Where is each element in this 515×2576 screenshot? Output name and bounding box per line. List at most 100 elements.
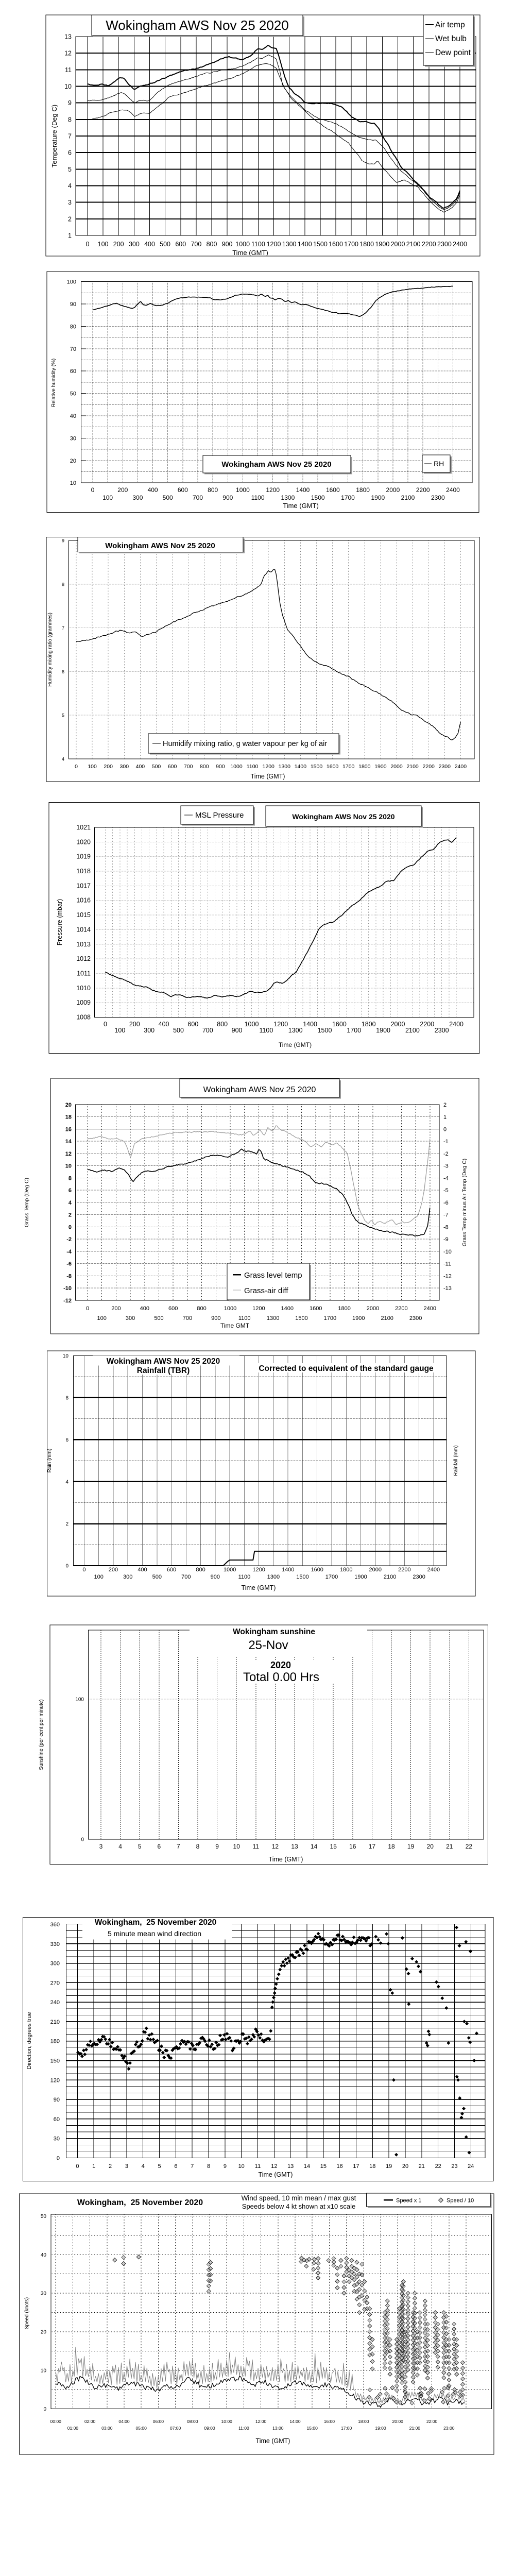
svg-text:330: 330 [50, 1941, 60, 1947]
svg-text:20: 20 [70, 458, 76, 464]
svg-text:600: 600 [187, 1021, 198, 1028]
svg-text:1300: 1300 [282, 241, 297, 248]
svg-text:2100: 2100 [384, 1574, 396, 1580]
svg-text:500: 500 [152, 764, 161, 770]
svg-text:3: 3 [125, 2163, 128, 2170]
svg-text:100: 100 [67, 279, 76, 285]
svg-text:10: 10 [41, 2368, 47, 2374]
svg-text:-7: -7 [443, 1212, 449, 1218]
svg-text:0: 0 [43, 2406, 46, 2412]
svg-text:2200: 2200 [423, 764, 435, 770]
svg-text:-5: -5 [443, 1188, 449, 1194]
svg-text:700: 700 [184, 764, 193, 770]
svg-text:800: 800 [207, 241, 217, 248]
svg-text:19: 19 [386, 2163, 392, 2170]
svg-text:-13: -13 [443, 1285, 452, 1292]
svg-text:1800: 1800 [359, 241, 374, 248]
svg-text:1200: 1200 [252, 1306, 265, 1312]
svg-text:08:00: 08:00 [187, 2419, 198, 2424]
svg-text:2300: 2300 [435, 1027, 449, 1034]
svg-text:Wokingham, 25 November 2020: Wokingham, 25 November 2020 [95, 1918, 217, 1927]
svg-text:500: 500 [154, 1315, 163, 1321]
svg-text:0: 0 [65, 1564, 68, 1569]
svg-text:1000: 1000 [235, 241, 250, 248]
svg-text:12: 12 [64, 50, 72, 57]
svg-text:100: 100 [94, 1574, 104, 1580]
svg-text:10: 10 [64, 83, 72, 90]
svg-text:10: 10 [238, 2163, 245, 2170]
svg-text:1011: 1011 [77, 970, 91, 977]
svg-text:-10: -10 [443, 1249, 452, 1255]
svg-text:0: 0 [91, 486, 95, 494]
svg-text:Time (GMT): Time (GMT) [283, 502, 319, 510]
svg-text:10: 10 [63, 1353, 69, 1359]
svg-text:300: 300 [120, 764, 129, 770]
svg-text:1600: 1600 [310, 1306, 322, 1312]
svg-text:900: 900 [216, 764, 225, 770]
svg-text:1100: 1100 [251, 494, 265, 501]
svg-text:1400: 1400 [298, 241, 312, 248]
svg-text:1200: 1200 [266, 486, 280, 494]
svg-text:1700: 1700 [344, 241, 358, 248]
svg-text:0: 0 [86, 241, 90, 248]
svg-text:2200: 2200 [422, 241, 436, 248]
svg-text:2: 2 [443, 1102, 447, 1108]
svg-text:1400: 1400 [281, 1306, 294, 1312]
svg-text:900: 900 [211, 1574, 220, 1580]
svg-text:12: 12 [272, 1843, 279, 1850]
svg-text:150: 150 [50, 2058, 60, 2064]
svg-text:18: 18 [369, 2163, 375, 2170]
svg-text:600: 600 [167, 1567, 176, 1573]
svg-text:2300: 2300 [431, 494, 445, 501]
svg-text:1600: 1600 [329, 241, 343, 248]
svg-text:1016: 1016 [76, 897, 91, 904]
svg-text:600: 600 [178, 486, 188, 494]
svg-text:0: 0 [76, 2163, 79, 2170]
svg-text:Wokingham AWS Nov 25 2020: Wokingham AWS Nov 25 2020 [203, 1086, 316, 1094]
svg-text:1500: 1500 [313, 241, 328, 248]
svg-text:5: 5 [138, 1843, 142, 1850]
svg-text:Speeds below 4 kt shown at x10: Speeds below 4 kt shown at x10 scale [242, 2202, 355, 2210]
svg-text:400: 400 [136, 764, 145, 770]
svg-text:8: 8 [207, 2163, 210, 2170]
svg-text:200: 200 [113, 241, 124, 248]
svg-text:Rainfall (TBR): Rainfall (TBR) [137, 1366, 190, 1375]
svg-text:7: 7 [62, 625, 64, 631]
svg-text:800: 800 [200, 764, 209, 770]
svg-text:Pressure (mbar): Pressure (mbar) [56, 899, 63, 945]
svg-text:2000: 2000 [390, 764, 403, 770]
svg-text:1300: 1300 [288, 1027, 303, 1034]
svg-text:700: 700 [202, 1027, 213, 1034]
svg-text:6: 6 [65, 1437, 68, 1443]
svg-text:1013: 1013 [76, 941, 91, 948]
svg-text:300: 300 [123, 1574, 132, 1580]
svg-text:1700: 1700 [325, 1574, 338, 1580]
svg-text:50: 50 [41, 2214, 47, 2219]
svg-text:1300: 1300 [281, 494, 295, 501]
svg-text:20: 20 [427, 1843, 434, 1850]
svg-text:2400: 2400 [455, 764, 467, 770]
svg-text:180: 180 [50, 2039, 60, 2045]
svg-text:RH: RH [434, 460, 444, 468]
svg-text:2200: 2200 [395, 1306, 407, 1312]
svg-text:1900: 1900 [375, 241, 389, 248]
svg-text:15:00: 15:00 [307, 2426, 318, 2431]
svg-text:17: 17 [369, 1843, 376, 1850]
svg-text:Corrected to equivalent of the: Corrected to equivalent of the standard … [259, 1364, 434, 1373]
svg-text:MSL Pressure: MSL Pressure [195, 811, 244, 820]
svg-text:1008: 1008 [76, 1014, 91, 1021]
svg-text:900: 900 [222, 494, 233, 501]
svg-text:1500: 1500 [311, 764, 323, 770]
svg-text:100: 100 [88, 764, 97, 770]
svg-text:6: 6 [157, 1843, 161, 1850]
svg-text:0: 0 [68, 1224, 72, 1230]
svg-text:2100: 2100 [405, 1027, 420, 1034]
svg-text:1200: 1200 [273, 1021, 288, 1028]
svg-text:4: 4 [142, 2163, 145, 2170]
svg-text:9: 9 [224, 2163, 227, 2170]
svg-text:Rain (mm): Rain (mm) [47, 1449, 53, 1473]
svg-text:13: 13 [291, 1843, 298, 1850]
svg-text:8: 8 [65, 1395, 68, 1401]
svg-text:-6: -6 [66, 1261, 72, 1267]
svg-text:13: 13 [287, 2163, 294, 2170]
